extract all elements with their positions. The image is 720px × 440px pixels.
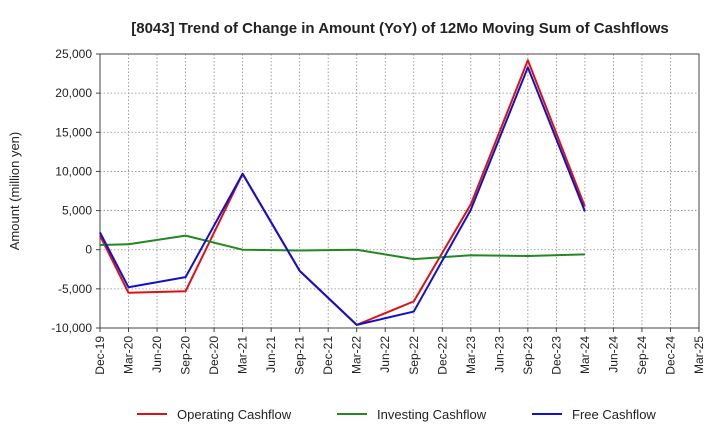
chart-title: [8043] Trend of Change in Amount (YoY) o… <box>131 20 669 37</box>
x-tick-label: Mar-23 <box>464 336 478 374</box>
y-tick-label: 20,000 <box>55 86 92 100</box>
x-tick-label: Sep-22 <box>407 336 421 375</box>
y-tick-label: -5,000 <box>58 282 92 296</box>
x-tick-label: Dec-21 <box>321 336 335 375</box>
series-line-operating-cashflow <box>99 59 586 326</box>
x-tick-label: Dec-23 <box>549 336 563 375</box>
x-tick-label: Mar-22 <box>350 336 364 374</box>
y-axis-label: Amount (million yen) <box>7 132 22 251</box>
y-axis-ticks: -10,000 -5,000 0 5,000 10,000 15,000 20,000 25,… <box>51 47 100 335</box>
series-lines <box>99 59 586 326</box>
x-tick-label: Mar-21 <box>236 336 250 374</box>
plot-area-frame <box>99 53 700 329</box>
x-tick-label: Jun-21 <box>264 336 278 373</box>
x-tick-label: Dec-20 <box>207 336 221 375</box>
x-tick-label: Jun-20 <box>150 336 164 373</box>
y-tick-label: -10,000 <box>51 321 92 335</box>
series-line-free-cashflow <box>99 66 586 326</box>
x-tick-label: Mar-24 <box>578 336 592 374</box>
x-tick-label: Sep-21 <box>293 336 307 375</box>
y-tick-label: 25,000 <box>55 47 92 61</box>
x-tick-label: Jun-24 <box>606 336 620 373</box>
x-tick-label: Sep-24 <box>635 336 649 375</box>
series-line-investing-cashflow <box>99 234 585 261</box>
x-tick-label: Dec-24 <box>663 336 677 375</box>
x-tick-label: Jun-22 <box>378 336 392 373</box>
legend-label-investing-cashflow: Investing Cashflow <box>377 407 487 422</box>
legend-label-operating-cashflow: Operating Cashflow <box>177 407 292 422</box>
legend-label-free-cashflow: Free Cashflow <box>572 407 656 422</box>
x-tick-label: Sep-20 <box>179 336 193 375</box>
y-tick-label: 0 <box>85 243 92 257</box>
x-axis-ticks: Dec-19 Mar-20 Jun-20 Sep-20 Dec-20 Mar-21 Jun-… <box>93 328 706 375</box>
x-tick-label: Jun-23 <box>492 336 506 373</box>
y-tick-label: 15,000 <box>55 125 92 139</box>
x-tick-label: Sep-23 <box>521 336 535 375</box>
y-tick-label: 10,000 <box>55 164 92 178</box>
legend: Operating Cashflow Investing Cashflow Free… <box>137 407 656 422</box>
y-tick-label: 5,000 <box>62 204 92 218</box>
grid <box>100 54 699 328</box>
x-tick-label: Dec-22 <box>435 336 449 375</box>
x-tick-label: Mar-20 <box>122 336 136 374</box>
x-tick-label: Dec-19 <box>93 336 107 375</box>
x-tick-label: Mar-25 <box>692 336 706 374</box>
